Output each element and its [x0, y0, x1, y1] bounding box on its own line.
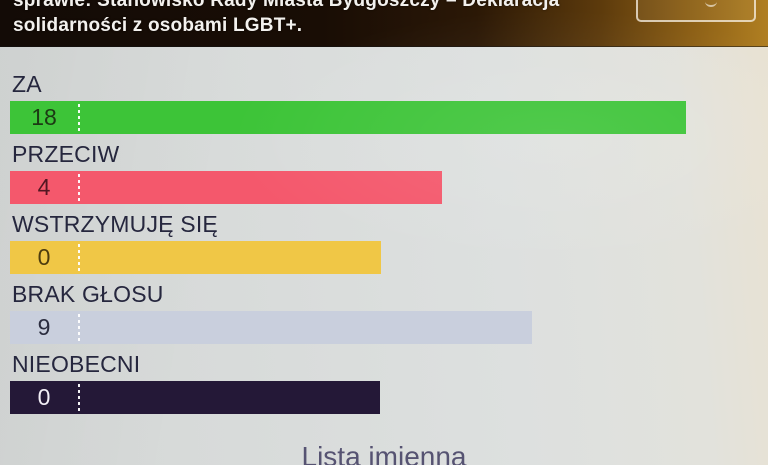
result-bar: 0: [10, 381, 380, 414]
result-row-przeciw: PRZECIW 4: [0, 142, 768, 204]
result-count: 9: [37, 314, 51, 340]
result-bar: 4: [10, 171, 442, 204]
bar-divider-dots: [78, 174, 80, 201]
vote-title-bar: sprawie: Stanowisko Rady Miasta Bydgoszc…: [0, 0, 768, 47]
vote-results-list: ZA 18 PRZECIW 4 WSTRZYMUJĘ SIĘ 0 BRAK GŁ…: [0, 48, 768, 465]
result-row-wstrzymuje-sie: WSTRZYMUJĘ SIĘ 0: [0, 212, 768, 274]
bar-divider-dots: [78, 244, 80, 271]
vote-title: sprawie: Stanowisko Rady Miasta Bydgoszc…: [13, 0, 618, 38]
bar-divider-dots: [78, 384, 80, 411]
result-bar: 18: [10, 101, 686, 134]
result-label: WSTRZYMUJĘ SIĘ: [12, 211, 218, 237]
bar-divider-dots: [78, 104, 80, 131]
result-count: 4: [37, 174, 51, 200]
result-count: 18: [31, 104, 57, 130]
result-row-nieobecni: NIEOBECNI 0: [0, 352, 768, 414]
bar-divider-dots: [78, 314, 80, 341]
vote-title-line1: sprawie: Stanowisko Rady Miasta Bydgoszc…: [13, 0, 560, 11]
result-bar: 0: [10, 241, 381, 274]
result-label: NIEOBECNI: [12, 351, 141, 377]
result-row-za: ZA 18: [0, 72, 768, 134]
result-label: PRZECIW: [12, 141, 120, 167]
timer-arc-icon: [705, 0, 718, 7]
result-count: 0: [37, 244, 51, 270]
vote-title-line2: solidarności z osobami LGBT+.: [13, 15, 303, 36]
result-label: ZA: [12, 71, 42, 97]
header-button[interactable]: [636, 0, 756, 22]
result-label: BRAK GŁOSU: [12, 281, 164, 307]
result-row-brak-glosu: BRAK GŁOSU 9: [0, 282, 768, 344]
result-count: 0: [37, 384, 51, 410]
lista-imienna-link[interactable]: Lista imienna: [301, 441, 467, 465]
result-bar: 9: [10, 311, 532, 344]
